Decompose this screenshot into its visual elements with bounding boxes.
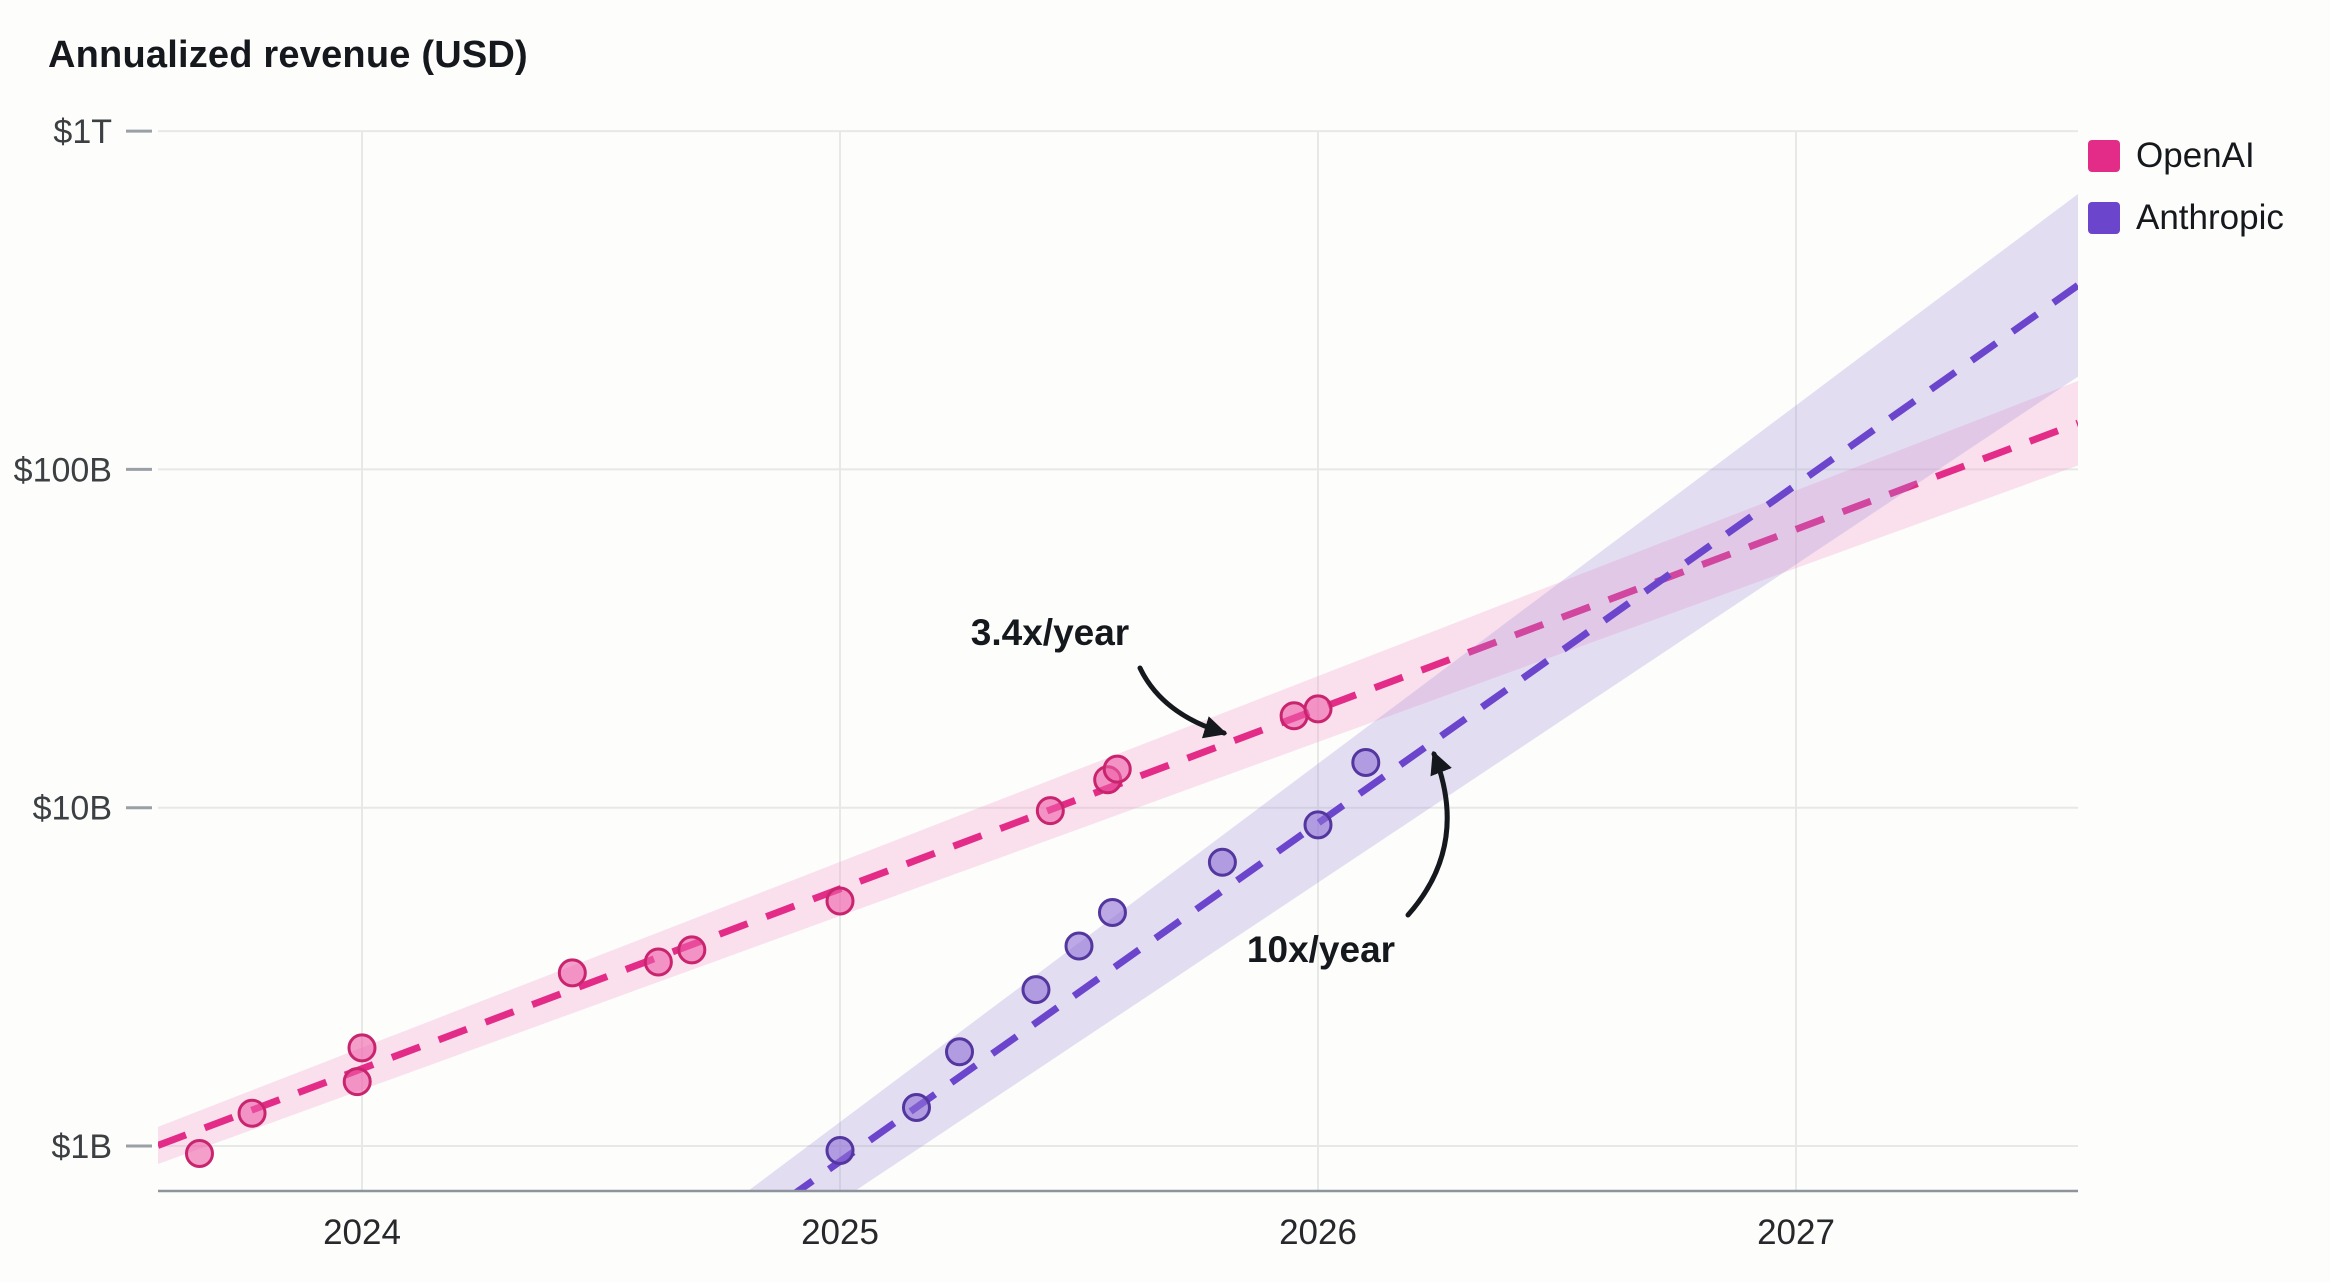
legend-label-openai: OpenAI	[2136, 136, 2255, 175]
openai-data-point	[825, 886, 855, 916]
growth-annotation-1: 10x/year	[1247, 750, 1452, 970]
y-tick-label: $1B	[52, 1128, 113, 1166]
openai-data-point	[1102, 754, 1132, 784]
x-axis-labels: 2024 2025 2026 2027	[323, 1213, 1835, 1252]
legend: OpenAI Anthropic	[2088, 136, 2284, 237]
y-axis-labels: $1B $10B $100B $1T	[14, 113, 152, 1166]
anthropic-data-point	[825, 1135, 855, 1165]
openai-points	[184, 694, 1333, 1169]
anthropic-data-point	[1303, 810, 1333, 840]
anthropic-data-point	[1351, 748, 1381, 778]
openai-data-point	[1035, 796, 1065, 826]
anthropic-data-point	[1064, 931, 1094, 961]
gridlines	[158, 130, 2078, 1191]
x-tick-label: 2026	[1279, 1213, 1357, 1252]
anthropic-confidence-band	[747, 193, 2078, 1191]
x-tick-label: 2024	[323, 1213, 401, 1252]
chart-title: Annualized revenue (USD)	[48, 34, 528, 76]
openai-data-point	[557, 958, 587, 988]
legend-swatch-openai	[2088, 140, 2120, 172]
growth-annotation-0: 3.4x/year	[971, 612, 1228, 739]
y-tick-label: $1T	[53, 113, 112, 151]
y-tick-label: $100B	[14, 451, 112, 489]
openai-data-point	[1303, 694, 1333, 724]
annotation-label: 3.4x/year	[971, 612, 1129, 653]
x-tick-label: 2025	[801, 1213, 879, 1252]
anthropic-data-point	[1097, 898, 1127, 928]
anthropic-data-point	[1207, 847, 1237, 877]
openai-data-point	[347, 1033, 377, 1063]
anthropic-data-point	[1021, 975, 1051, 1005]
annotation-arrow	[1137, 665, 1228, 739]
openai-data-point	[184, 1139, 214, 1169]
openai-data-point	[342, 1067, 372, 1097]
openai-data-point	[643, 947, 673, 977]
legend-label-anthropic: Anthropic	[2136, 198, 2284, 237]
anthropic-data-point	[945, 1037, 974, 1067]
anthropic-data-point	[901, 1092, 931, 1122]
openai-data-point	[1279, 701, 1309, 731]
annotation-label: 10x/year	[1247, 929, 1395, 970]
x-tick-label: 2027	[1757, 1213, 1835, 1252]
openai-data-point	[237, 1098, 267, 1128]
legend-swatch-anthropic	[2088, 202, 2120, 234]
annotation-arrow	[1405, 750, 1452, 918]
openai-data-point	[677, 935, 707, 965]
y-tick-label: $10B	[33, 790, 112, 828]
anthropic-points	[825, 748, 1381, 1165]
